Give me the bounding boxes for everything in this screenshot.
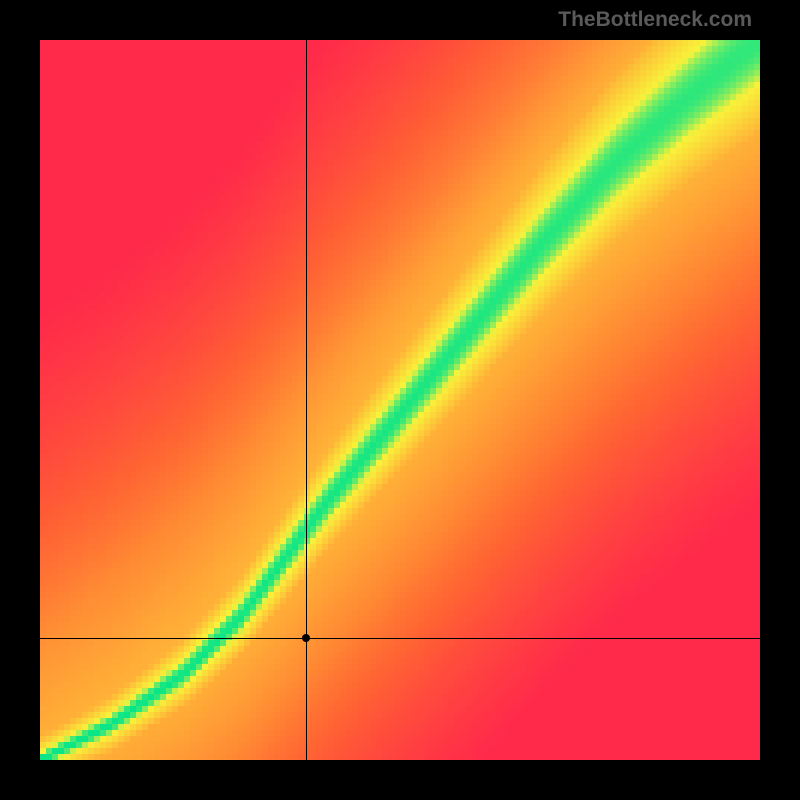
chart-border-right — [760, 0, 800, 800]
chart-border-bottom — [0, 760, 800, 800]
crosshair-vertical — [306, 40, 307, 760]
chart-border-left — [0, 0, 40, 800]
crosshair-horizontal — [40, 638, 760, 639]
watermark-text: TheBottleneck.com — [558, 8, 752, 32]
crosshair-marker — [302, 634, 310, 642]
heatmap-plot — [40, 40, 760, 760]
heatmap-canvas — [40, 40, 760, 760]
